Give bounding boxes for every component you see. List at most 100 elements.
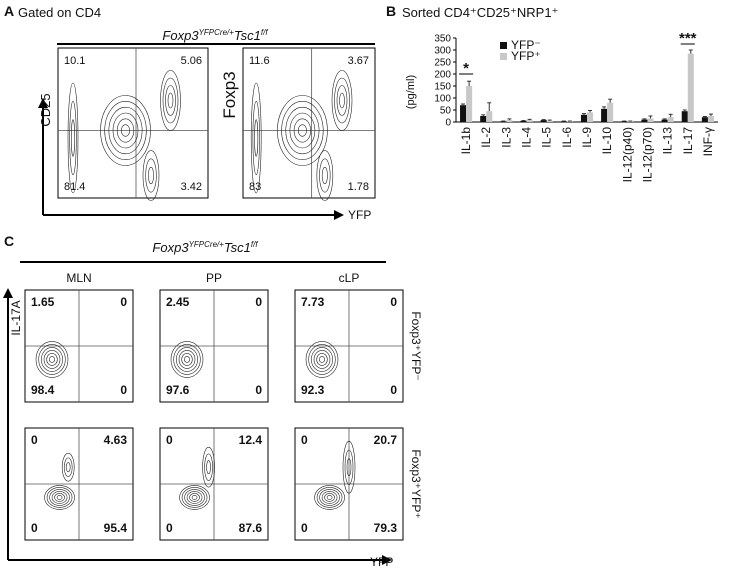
significance-mark: *** xyxy=(679,30,697,47)
x-tick-label: IL-10 xyxy=(600,127,614,155)
contour xyxy=(339,92,345,109)
contour xyxy=(162,77,179,124)
column-label: PP xyxy=(206,271,222,285)
contour xyxy=(51,491,68,504)
y-tick-label: 0 xyxy=(445,118,451,129)
contour xyxy=(65,462,71,473)
contour xyxy=(344,449,354,485)
y-tick-label: 200 xyxy=(434,70,451,81)
contour xyxy=(181,487,208,508)
bar xyxy=(587,112,594,122)
quadrant-value: 0 xyxy=(166,521,173,535)
x-tick-label: IL-6 xyxy=(560,127,574,148)
bar xyxy=(707,116,714,122)
quadrant-value: 0 xyxy=(390,383,397,397)
quadrant-value: 2.45 xyxy=(166,295,190,309)
column-label: cLP xyxy=(339,271,360,285)
quadrant-value: 87.6 xyxy=(239,521,263,535)
bar xyxy=(546,120,553,122)
legend-swatch xyxy=(500,42,507,49)
quadrant-value: 97.6 xyxy=(166,383,190,397)
quadrant-value: 0 xyxy=(31,521,38,535)
column-label: MLN xyxy=(66,271,91,285)
bar xyxy=(500,121,507,122)
quadrant-value: 0 xyxy=(301,433,308,447)
bar xyxy=(681,111,688,122)
contour xyxy=(46,487,73,508)
quadrant-value: 12.4 xyxy=(239,433,263,447)
quadrant-value: 5.06 xyxy=(181,55,202,67)
contour xyxy=(179,485,210,510)
contour xyxy=(319,158,331,193)
contour xyxy=(321,491,338,504)
contour xyxy=(184,356,190,363)
bar xyxy=(621,121,628,122)
genotype: Foxp3YFPCre/+Tsc1f/f xyxy=(152,240,258,255)
contour xyxy=(148,166,154,185)
allele: YFPCre/+ xyxy=(199,28,235,37)
quadrant-value: 79.3 xyxy=(374,521,398,535)
quadrant-value: 0 xyxy=(255,295,262,309)
contour xyxy=(181,353,193,366)
arrowhead xyxy=(38,98,48,108)
x-tick-label: IL-4 xyxy=(520,127,534,148)
x-tick-label: IL-3 xyxy=(499,127,513,148)
quadrant-value: 20.7 xyxy=(374,433,398,447)
bar xyxy=(520,120,527,122)
contour xyxy=(285,106,320,155)
x-tick-label: IL-2 xyxy=(479,127,493,148)
contour xyxy=(46,353,58,366)
contour xyxy=(116,118,135,143)
contour xyxy=(316,487,343,508)
contour xyxy=(184,489,205,506)
quadrant-value: 0 xyxy=(255,383,262,397)
quadrant-value: 11.6 xyxy=(249,55,270,67)
quadrant-value: 1.78 xyxy=(348,181,369,193)
contour xyxy=(321,166,328,185)
quadrant-value: 3.67 xyxy=(348,55,369,67)
contour xyxy=(100,95,151,166)
contour xyxy=(252,101,260,175)
bar xyxy=(486,111,493,122)
bar xyxy=(506,120,513,122)
quadrant-value: 10.1 xyxy=(64,55,85,67)
quadrant-value: 81.4 xyxy=(64,181,85,193)
x-tick-label: IL-17 xyxy=(681,127,695,155)
contour xyxy=(186,491,203,504)
y-tick-label: 250 xyxy=(434,58,451,69)
y-axis-label: Foxp3 xyxy=(220,71,239,118)
x-tick-label: IL-12(p70) xyxy=(640,127,654,182)
contour xyxy=(204,453,213,481)
plot-frame xyxy=(242,47,376,199)
contour xyxy=(178,350,196,369)
x-axis-label: YFP xyxy=(370,555,393,568)
bar xyxy=(661,119,668,122)
y-axis-label: IL-17A xyxy=(9,300,23,335)
contour xyxy=(38,344,66,375)
gate-label: Gated on CD4 xyxy=(18,5,101,20)
quadrant-value: 92.3 xyxy=(301,383,325,397)
quadrant-value: 83 xyxy=(249,181,261,193)
bar xyxy=(460,105,467,122)
contour xyxy=(326,495,333,500)
y-tick-label: 150 xyxy=(434,82,451,93)
contour xyxy=(297,124,307,137)
allele: f/f xyxy=(261,28,268,37)
contour xyxy=(293,118,312,143)
contour xyxy=(69,101,77,175)
bar xyxy=(601,108,608,122)
contour xyxy=(346,458,352,477)
quadrant-value: 3.42 xyxy=(181,181,202,193)
contour xyxy=(167,92,174,109)
quadrant-value: 7.73 xyxy=(301,295,325,309)
contour xyxy=(112,112,139,149)
quadrant-value: 0 xyxy=(166,433,173,447)
y-tick-label: 350 xyxy=(434,34,451,45)
bar xyxy=(480,116,487,122)
contour xyxy=(35,341,69,378)
panel-label: C xyxy=(4,233,14,249)
contour xyxy=(176,347,198,372)
contour xyxy=(313,350,331,369)
bar xyxy=(667,117,674,122)
contour xyxy=(49,489,70,506)
